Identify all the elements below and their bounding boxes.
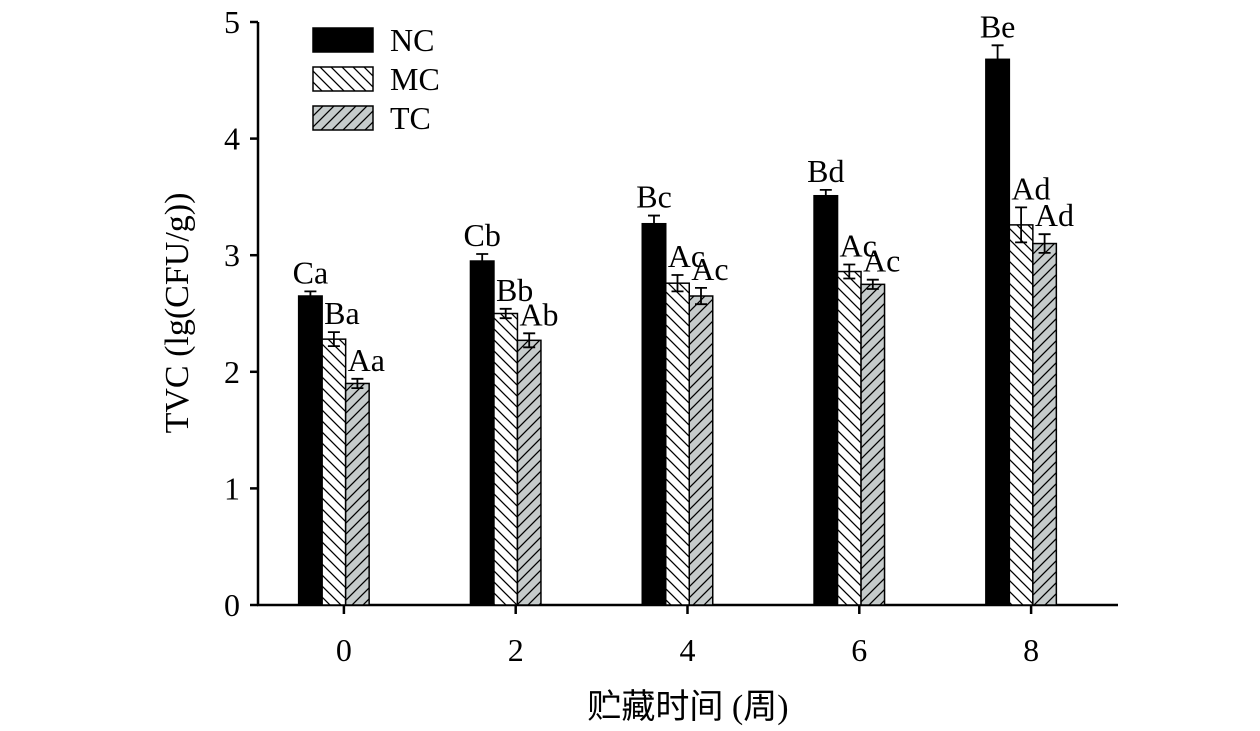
error-bar bbox=[671, 274, 684, 293]
bar bbox=[469, 260, 495, 606]
legend-swatch bbox=[312, 105, 374, 131]
bar bbox=[493, 312, 519, 606]
error-bar bbox=[1038, 233, 1051, 254]
legend-swatch bbox=[312, 27, 374, 53]
bar bbox=[813, 194, 839, 606]
error-bar bbox=[843, 263, 856, 280]
significance-label: Ad bbox=[1011, 170, 1050, 206]
y-tick-label: 0 bbox=[224, 587, 240, 623]
x-tick-label: 4 bbox=[680, 632, 696, 668]
bar bbox=[860, 283, 886, 606]
error-bar bbox=[819, 189, 832, 203]
error-bar bbox=[648, 214, 660, 233]
significance-label: Ba bbox=[324, 295, 360, 331]
significance-label: Be bbox=[980, 8, 1016, 44]
bar bbox=[836, 270, 862, 606]
bar bbox=[1032, 242, 1058, 606]
y-axis-label: TVC (lg(CFU/g)) bbox=[159, 193, 196, 434]
significance-label: Cb bbox=[464, 217, 501, 253]
error-bar bbox=[327, 331, 340, 348]
significance-label: Bc bbox=[636, 179, 672, 215]
legend-label: NC bbox=[390, 22, 434, 58]
bar bbox=[297, 295, 323, 606]
legend-swatch bbox=[312, 66, 374, 92]
error-bar bbox=[991, 44, 1004, 75]
y-tick-label: 5 bbox=[224, 4, 240, 40]
x-axis-label: 贮藏时间 (周) bbox=[587, 688, 788, 726]
y-tick-label: 2 bbox=[224, 354, 240, 390]
y-tick-label: 3 bbox=[224, 237, 240, 273]
bar bbox=[641, 222, 667, 606]
x-tick-label: 6 bbox=[851, 632, 867, 668]
error-bar bbox=[304, 290, 317, 302]
x-tick-label: 0 bbox=[336, 632, 352, 668]
error-bar bbox=[695, 286, 707, 306]
x-tick-label: 2 bbox=[508, 632, 524, 668]
error-bar bbox=[476, 253, 489, 269]
error-bar bbox=[499, 307, 512, 320]
y-tick-label: 1 bbox=[224, 470, 240, 506]
significance-label: Ac bbox=[668, 238, 705, 274]
significance-label: Ca bbox=[293, 254, 329, 290]
legend-label: MC bbox=[390, 61, 440, 97]
bar bbox=[688, 295, 714, 606]
significance-label: Bb bbox=[496, 272, 533, 308]
significance-label: Ac bbox=[840, 228, 877, 264]
error-bar bbox=[1015, 206, 1028, 244]
bar bbox=[516, 339, 542, 606]
significance-label: Ad bbox=[1035, 197, 1074, 233]
bar bbox=[321, 338, 347, 606]
significance-label: Ac bbox=[863, 243, 900, 279]
bar bbox=[344, 382, 370, 606]
error-bar bbox=[866, 278, 879, 290]
x-tick-label: 8 bbox=[1023, 632, 1039, 668]
error-bar bbox=[351, 377, 364, 390]
significance-label: Bd bbox=[807, 153, 844, 189]
significance-label: Aa bbox=[348, 342, 385, 378]
significance-label: Ac bbox=[691, 251, 728, 287]
bar bbox=[665, 282, 690, 606]
bar bbox=[985, 58, 1011, 606]
significance-label: Ab bbox=[519, 296, 558, 332]
y-tick-label: 4 bbox=[224, 121, 240, 157]
bar bbox=[1008, 224, 1034, 606]
legend-label: TC bbox=[390, 100, 431, 136]
error-bar bbox=[523, 332, 536, 349]
